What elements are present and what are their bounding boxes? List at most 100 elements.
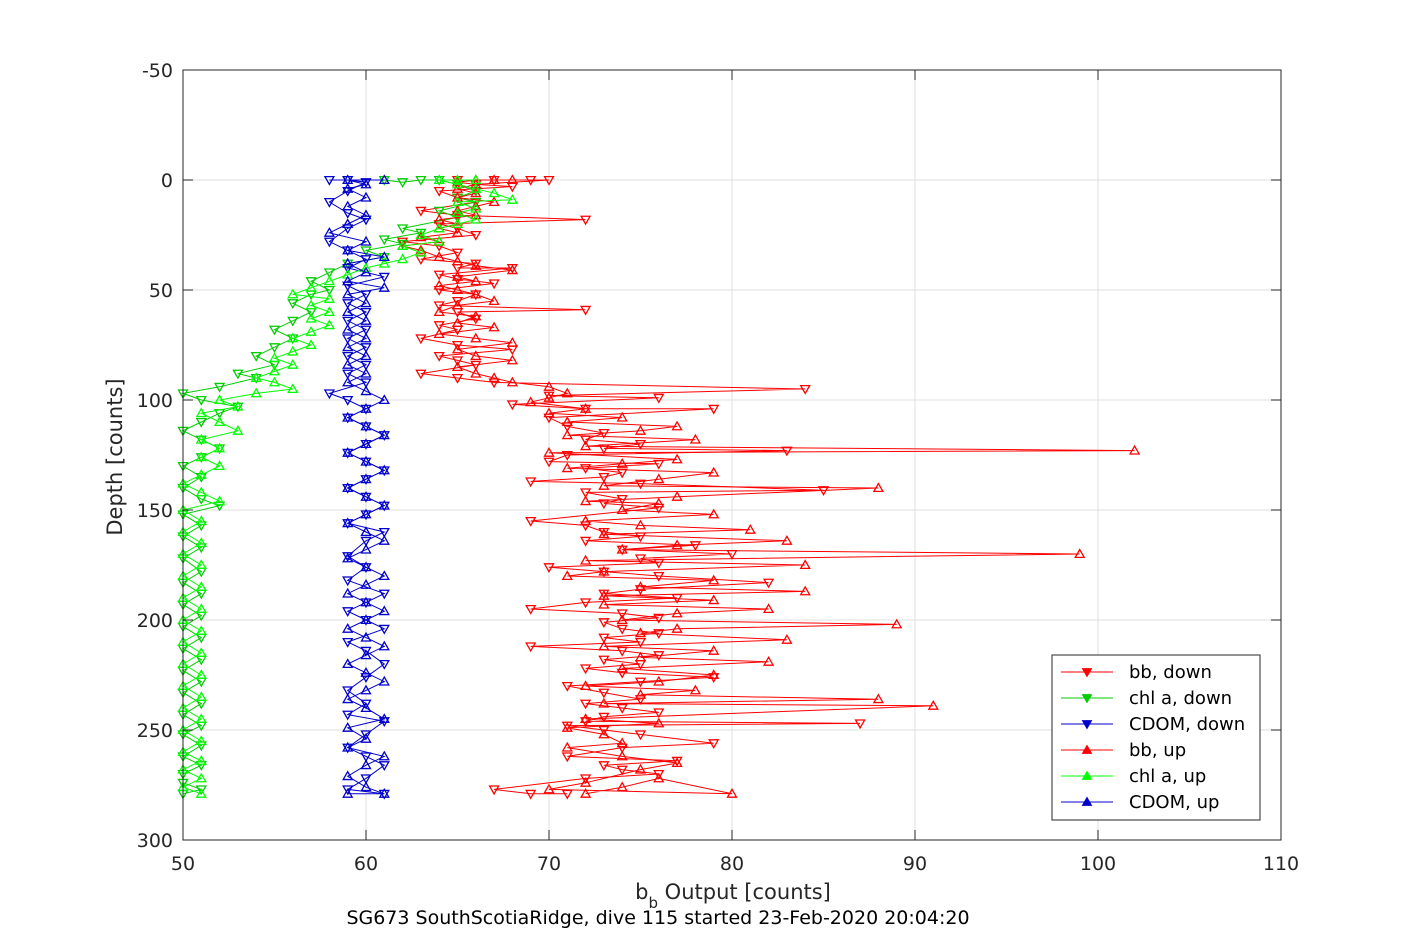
data-point: [543, 175, 555, 186]
x-axis-label-rest: Output [counts]: [658, 880, 831, 904]
data-point: [543, 391, 555, 402]
data-point: [287, 383, 299, 394]
data-point: [415, 369, 427, 380]
y-tick-label: 200: [137, 610, 173, 632]
data-point: [653, 769, 665, 780]
data-point: [451, 340, 464, 351]
data-point: [342, 411, 354, 422]
data-point: [213, 416, 226, 427]
data-point: [451, 361, 464, 372]
legend-entry-label: CDOM, up: [1129, 792, 1219, 813]
data-point: [415, 334, 427, 345]
data-point: [451, 299, 464, 310]
data-point: [360, 508, 372, 519]
data-point: [360, 473, 372, 484]
data-point: [708, 404, 720, 415]
data-point: [360, 774, 372, 785]
data-point: [671, 607, 683, 618]
data-point: [634, 479, 647, 490]
data-point: [470, 197, 482, 208]
data-point: [250, 351, 262, 362]
data-point: [360, 490, 372, 501]
data-point: [488, 378, 500, 389]
data-point: [360, 360, 372, 371]
data-point: [342, 622, 354, 633]
data-point: [323, 319, 336, 330]
legend-marker: [1081, 720, 1093, 730]
data-point: [195, 559, 207, 570]
data-point: [360, 781, 372, 792]
legend-marker: [1081, 796, 1093, 806]
data-point: [268, 376, 281, 387]
data-point: [561, 752, 573, 763]
data-point: [342, 341, 354, 352]
data-point: [360, 649, 372, 660]
data-point: [598, 688, 610, 699]
data-point: [470, 332, 482, 343]
data-point: [653, 613, 665, 624]
data-point: [195, 581, 207, 592]
data-point: [488, 196, 500, 207]
data-point: [451, 174, 464, 185]
data-point: [323, 275, 336, 286]
data-point: [342, 200, 354, 211]
data-point: [360, 209, 372, 220]
data-point: [579, 402, 592, 413]
data-point: [213, 495, 226, 506]
data-point: [433, 285, 445, 296]
data-point: [360, 378, 372, 389]
data-point: [561, 570, 573, 581]
data-point: [634, 763, 647, 774]
data-point: [671, 539, 683, 550]
data-point: [378, 281, 390, 292]
data-point: [708, 644, 720, 655]
data-point: [213, 460, 226, 471]
data-point: [616, 703, 628, 714]
legend-marker: [1081, 770, 1093, 780]
series-layer: [177, 174, 1141, 800]
x-tick-label: 110: [1263, 853, 1299, 875]
data-point: [579, 699, 592, 710]
data-point: [342, 482, 354, 493]
data-point: [762, 603, 775, 614]
data-point: [616, 765, 628, 776]
data-point: [451, 226, 464, 237]
data-point: [195, 433, 207, 444]
data-point: [323, 292, 336, 303]
x-tick-label: 50: [171, 853, 195, 875]
y-tick-label: 300: [137, 830, 173, 852]
data-point: [506, 193, 519, 204]
data-point: [525, 175, 537, 186]
data-point: [653, 675, 665, 686]
data-point: [433, 270, 445, 281]
data-point: [671, 490, 683, 501]
data-point: [195, 691, 207, 702]
data-point: [708, 669, 720, 680]
legend-entry-label: chl a, down: [1129, 688, 1232, 709]
data-point: [360, 666, 372, 677]
data-point: [360, 614, 372, 625]
data-point: [378, 659, 390, 670]
chart-caption: SG673 SouthScotiaRidge, dive 115 started…: [346, 907, 969, 929]
data-point: [360, 367, 372, 378]
data-point: [360, 684, 372, 695]
data-point: [451, 317, 464, 328]
data-point: [360, 759, 372, 770]
data-point: [213, 394, 226, 405]
data-point: [323, 175, 336, 186]
data-point: [470, 182, 482, 193]
data-point: [671, 757, 683, 768]
data-point: [433, 301, 445, 312]
data-point: [342, 244, 354, 255]
data-point: [561, 462, 573, 473]
data-point: [488, 295, 500, 306]
data-point: [268, 343, 281, 354]
data-point: [342, 693, 354, 704]
y-tick-label: 100: [137, 390, 173, 412]
data-point: [579, 215, 592, 226]
data-point: [579, 495, 592, 506]
data-point: [671, 420, 683, 431]
data-point: [616, 662, 628, 673]
data-point: [342, 369, 354, 380]
data-point: [360, 343, 372, 354]
